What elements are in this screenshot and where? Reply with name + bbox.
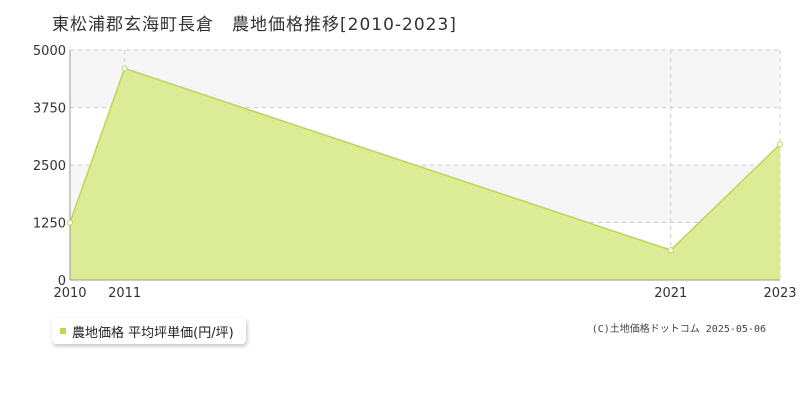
- series-area: [70, 68, 780, 281]
- legend-swatch: [60, 328, 66, 334]
- y-tick-label: 1250: [33, 217, 66, 232]
- data-point: [777, 141, 783, 148]
- y-tick-label: 0: [58, 274, 66, 289]
- chart-title: 東松浦郡玄海町長倉 農地価格推移[2010-2023]: [52, 15, 457, 35]
- data-point: [67, 219, 73, 226]
- series-line: [69, 67, 781, 251]
- legend: 農地価格 平均坪単価(円/坪): [52, 318, 246, 344]
- y-tick-label: 5000: [33, 44, 66, 59]
- x-tick-label: 2023: [763, 286, 796, 301]
- y-tick-label: 2500: [33, 159, 66, 174]
- copyright-text: (C)土地価格ドットコム 2025-05-06: [591, 324, 766, 335]
- data-point: [121, 65, 128, 72]
- y-tick-label: 3750: [33, 102, 66, 117]
- x-tick-label: 2021: [654, 286, 687, 301]
- data-point: [667, 247, 674, 254]
- x-tick-label: 2010: [53, 286, 86, 301]
- legend-label: 農地価格 平均坪単価(円/坪): [72, 325, 234, 341]
- x-tick-label: 2011: [108, 286, 141, 301]
